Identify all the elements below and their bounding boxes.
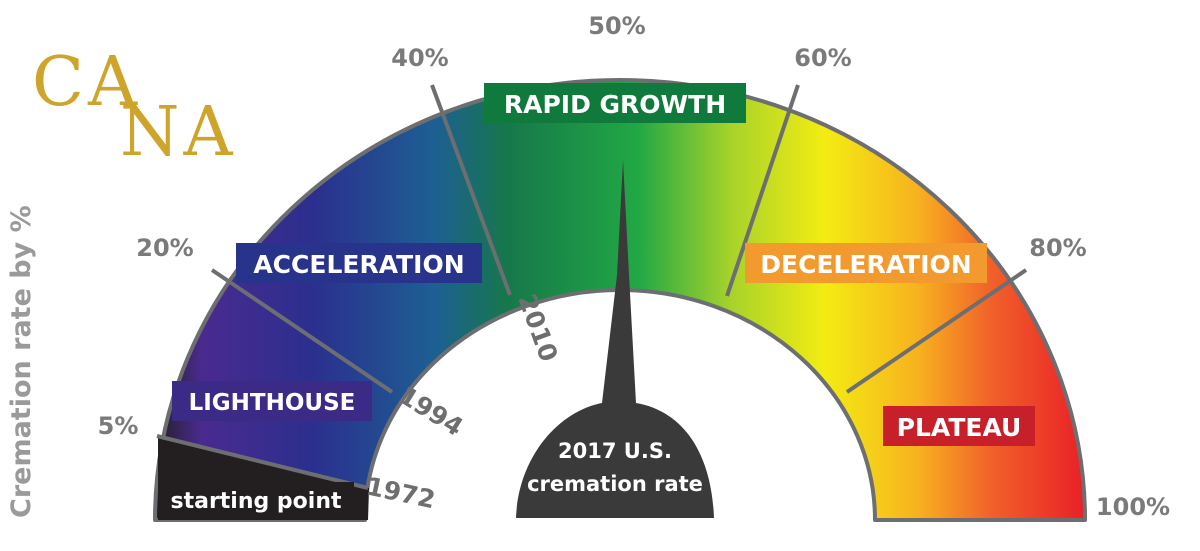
stage-acceleration: ACCELERATION: [236, 243, 482, 283]
logo-line1: CA: [32, 43, 141, 122]
stage-rapid-growth: RAPID GROWTH: [484, 83, 746, 123]
percent-label-80: 80%: [1029, 234, 1086, 262]
stage-acceleration-label: ACCELERATION: [253, 250, 464, 279]
stage-rapid-growth-box: [484, 83, 746, 123]
year-label-2010: 2010: [512, 290, 563, 365]
stage-lighthouse-label: LIGHTHOUSE: [189, 390, 356, 416]
needle-label-line2: cremation rate: [527, 472, 703, 496]
stage-rapid-growth-label: RAPID GROWTH: [504, 90, 726, 119]
needle-label-line1: 2017 U.S.: [558, 439, 672, 463]
percent-label-20: 20%: [136, 234, 193, 262]
percent-label-50: 50%: [588, 12, 645, 40]
stage-plateau-label: PLATEAU: [897, 413, 1022, 442]
stage-lighthouse: LIGHTHOUSE: [172, 381, 372, 421]
segment-dividers: [156, 84, 1028, 490]
year-label-1994: 1994: [394, 380, 468, 441]
stage-starting-point-box: [158, 482, 354, 516]
stage-plateau: PLATEAU: [883, 406, 1035, 446]
stage-deceleration-label: DECELERATION: [760, 250, 971, 279]
cana-logo: CA NA: [32, 43, 237, 172]
percent-label-40: 40%: [391, 44, 448, 72]
stage-starting-point: starting point: [158, 482, 354, 516]
logo-line2: NA: [120, 93, 237, 172]
stage-lighthouse-box: [172, 381, 372, 421]
stage-acceleration-box: [236, 243, 482, 283]
stage-starting-point-label: starting point: [170, 489, 341, 514]
needle: [516, 160, 714, 518]
percent-label-100: 100%: [1096, 493, 1170, 521]
stage-deceleration: DECELERATION: [745, 243, 987, 283]
percent-label-5: 5%: [98, 412, 139, 440]
gauge-band: [153, 78, 1087, 522]
percent-label-60: 60%: [794, 44, 851, 72]
stage-plateau-box: [883, 406, 1035, 446]
year-label-1972: 1972: [364, 472, 438, 515]
axis-title: Cremation rate by %: [6, 205, 37, 518]
stage-deceleration-box: [745, 243, 987, 283]
